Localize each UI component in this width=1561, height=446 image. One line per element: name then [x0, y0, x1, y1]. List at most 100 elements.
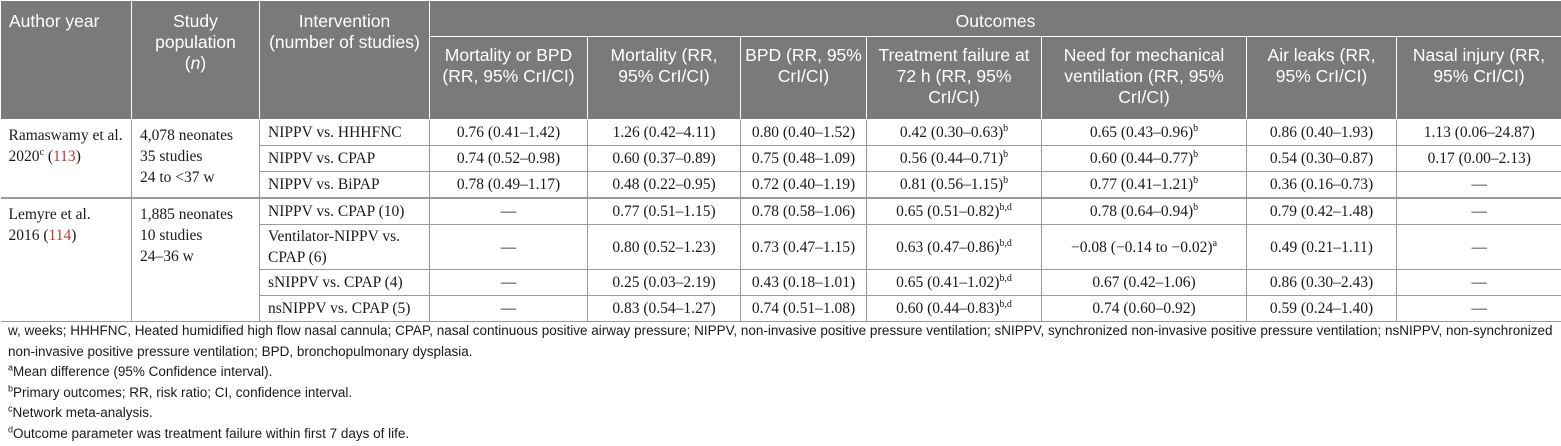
population-age: 24 to <37 w [140, 169, 215, 186]
cell-nasal-injury: 0.17 (0.00–2.13) [1396, 145, 1561, 172]
footnote-mark: b,d [999, 298, 1012, 310]
population-studies: 35 studies [140, 148, 203, 165]
cell-bpd: 0.43 (0.18–1.01) [740, 269, 867, 296]
table-row: NIPPV vs. BiPAP 0.78 (0.49–1.17) 0.48 (0… [1, 171, 1561, 199]
footnote-mark: a [1212, 237, 1218, 249]
footnote-text: Primary outcomes; RR, risk ratio; CI, co… [13, 384, 353, 400]
population-age: 24–36 w [140, 248, 194, 265]
table-row: sNIPPV vs. CPAP (4) — 0.25 (0.03–2.19) 0… [1, 269, 1561, 296]
header-study-population: Study population (n) [131, 0, 260, 120]
reference-link[interactable]: 113 [53, 148, 76, 165]
cell-treatment-failure: 0.60 (0.44–0.83)b,d [866, 295, 1042, 322]
intervention-cell: NIPPV vs. BiPAP [259, 171, 430, 199]
intervention-cell: sNIPPV vs. CPAP (4) [259, 269, 430, 296]
footnote-text: Mean difference (95% Confidence interval… [13, 364, 273, 380]
population-neonates: 4,078 neonates [140, 127, 233, 144]
header-n: n [190, 53, 201, 73]
footnote-text: Outcome parameter was treatment failure … [13, 425, 410, 441]
table-row: NIPPV vs. CPAP 0.74 (0.52–0.98) 0.60 (0.… [1, 145, 1561, 172]
footnote: bPrimary outcomes; RR, risk ratio; CI, c… [8, 383, 1553, 404]
cell-mechanical-ventilation: 0.74 (0.60–0.92) [1041, 295, 1247, 322]
cell-mortality-or-bpd: 0.76 (0.41–1.42) [429, 119, 588, 146]
cell-air-leaks: 0.36 (0.16–0.73) [1246, 171, 1397, 199]
footnote: aMean difference (95% Confidence interva… [8, 362, 1553, 383]
cell-mortality-or-bpd: — [429, 224, 588, 270]
header-mortality-or-bpd: Mortality or BPD (RR, 95% CrI/CI) [429, 36, 588, 120]
footnote-mark: a [8, 362, 14, 373]
cell-mechanical-ventilation: 0.67 (0.42–1.06) [1041, 269, 1247, 296]
header-intervention: Intervention (number of studies) [259, 0, 430, 120]
intervention-cell: Ventilator-NIPPV vs. CPAP (6) [259, 224, 430, 270]
cell-treatment-failure: 0.65 (0.41–1.02)b,d [866, 269, 1042, 296]
cell-mechanical-ventilation: 0.77 (0.41–1.21)b [1041, 171, 1247, 199]
cell-treatment-failure: 0.42 (0.30–0.63)b [866, 119, 1042, 146]
header-nasal-injury: Nasal injury (RR, 95% CrI/CI) [1395, 36, 1561, 120]
header-treatment-failure: Treatment failure at 72 h (RR, 95% CrI/C… [866, 36, 1042, 120]
cell-mortality: 0.25 (0.03–2.19) [587, 269, 741, 296]
cell-mortality: 0.80 (0.52–1.23) [587, 224, 741, 270]
cell-bpd: 0.75 (0.48–1.09) [740, 145, 867, 172]
cell-nasal-injury: — [1396, 269, 1561, 296]
cell-air-leaks: 0.79 (0.42–1.48) [1246, 198, 1397, 225]
table-row: Lemyre et al. 2016 (114) 1,885 neonates 1… [0, 198, 1561, 322]
cell-nasal-injury: — [1396, 171, 1561, 199]
footnote: dOutcome parameter was treatment failure… [8, 424, 1553, 445]
header-mechanical-ventilation: Need for mechanical ventilation (RR, 95%… [1041, 36, 1247, 120]
footnote-mark: c [8, 403, 13, 414]
intervention-cell: nsNIPPV vs. CPAP (5) [259, 295, 430, 322]
value: −0.08 (−0.14 to −0.02) [1070, 238, 1213, 256]
footnote: cNetwork meta-analysis. [8, 403, 1553, 424]
value: 0.81 (0.56–1.15) [899, 175, 1004, 193]
cell-treatment-failure: 0.81 (0.56–1.15)b [866, 171, 1042, 199]
cell-bpd: 0.78 (0.58–1.06) [740, 198, 867, 225]
footnote-mark: b,d [999, 201, 1012, 213]
value: 0.60 (0.44–0.83) [896, 299, 1000, 317]
cell-mechanical-ventilation: −0.08 (−0.14 to −0.02)a [1041, 224, 1247, 270]
cell-mechanical-ventilation: 0.78 (0.64–0.94)b [1041, 198, 1247, 225]
table-notes: w, weeks; HHHFNC, Heated humidified high… [8, 321, 1553, 445]
cell-air-leaks: 0.59 (0.24–1.40) [1246, 295, 1397, 322]
cell-mortality-or-bpd: — [429, 269, 588, 296]
cell-nasal-injury: — [1396, 295, 1561, 322]
footnote-mark: b [1193, 201, 1199, 213]
cell-bpd: 0.80 (0.40–1.52) [740, 119, 867, 146]
header-outcomes: Outcomes [428, 0, 1561, 37]
cell-mortality-or-bpd: — [429, 198, 588, 225]
footnote-mark: b [1193, 122, 1199, 134]
cell-mortality: 0.83 (0.54–1.27) [587, 295, 741, 322]
cell-air-leaks: 0.49 (0.21–1.11) [1246, 224, 1397, 270]
outcomes-table: Author year Study population (n) Interven… [0, 0, 1561, 322]
author-text: Ramaswamy et al. 2020 [8, 127, 123, 165]
study-author: Ramaswamy et al. 2020c (113) [0, 119, 132, 199]
cell-bpd: 0.74 (0.51–1.08) [740, 295, 867, 322]
population-studies: 10 studies [140, 227, 203, 244]
table-row: Ventilator-NIPPV vs. CPAP (6) — 0.80 (0.… [1, 224, 1561, 270]
footnote-mark: b [1193, 148, 1199, 160]
header-author-year: Author year [0, 0, 132, 120]
value: 0.65 (0.51–0.82) [896, 202, 1000, 220]
intervention-cell: NIPPV vs. CPAP [259, 145, 430, 172]
cell-mortality: 0.60 (0.37–0.89) [587, 145, 741, 172]
table-row: nsNIPPV vs. CPAP (5) — 0.83 (0.54–1.27) … [1, 295, 1561, 322]
header-mortality: Mortality (RR, 95% CrI/CI) [587, 36, 741, 120]
value: 0.77 (0.41–1.21) [1089, 175, 1194, 193]
cell-mortality-or-bpd: 0.74 (0.52–0.98) [429, 145, 588, 172]
cell-air-leaks: 0.54 (0.30–0.87) [1246, 145, 1397, 172]
cell-nasal-injury: — [1396, 198, 1561, 225]
footnote-mark: d [8, 424, 14, 435]
footnote-mark: b [8, 383, 14, 394]
study-population: 4,078 neonates 35 studies 24 to <37 w [131, 119, 260, 199]
value: 0.65 (0.41–1.02) [896, 273, 1000, 291]
footnote-mark: b [1003, 174, 1009, 186]
reference-link[interactable]: 114 [48, 227, 72, 244]
cell-mortality: 0.77 (0.51–1.15) [587, 198, 741, 225]
author-sup: c [39, 146, 44, 158]
cell-bpd: 0.73 (0.47–1.15) [740, 224, 867, 270]
cell-mortality-or-bpd: — [429, 295, 588, 322]
value: 0.63 (0.47–0.86) [896, 238, 1000, 256]
cell-mortality: 0.48 (0.22–0.95) [587, 171, 741, 199]
cell-treatment-failure: 0.63 (0.47–0.86)b,d [866, 224, 1042, 270]
cell-nasal-injury: — [1396, 224, 1561, 270]
value: 0.56 (0.44–0.71) [899, 149, 1004, 167]
study-author: Lemyre et al. 2016 (114) [0, 198, 132, 322]
